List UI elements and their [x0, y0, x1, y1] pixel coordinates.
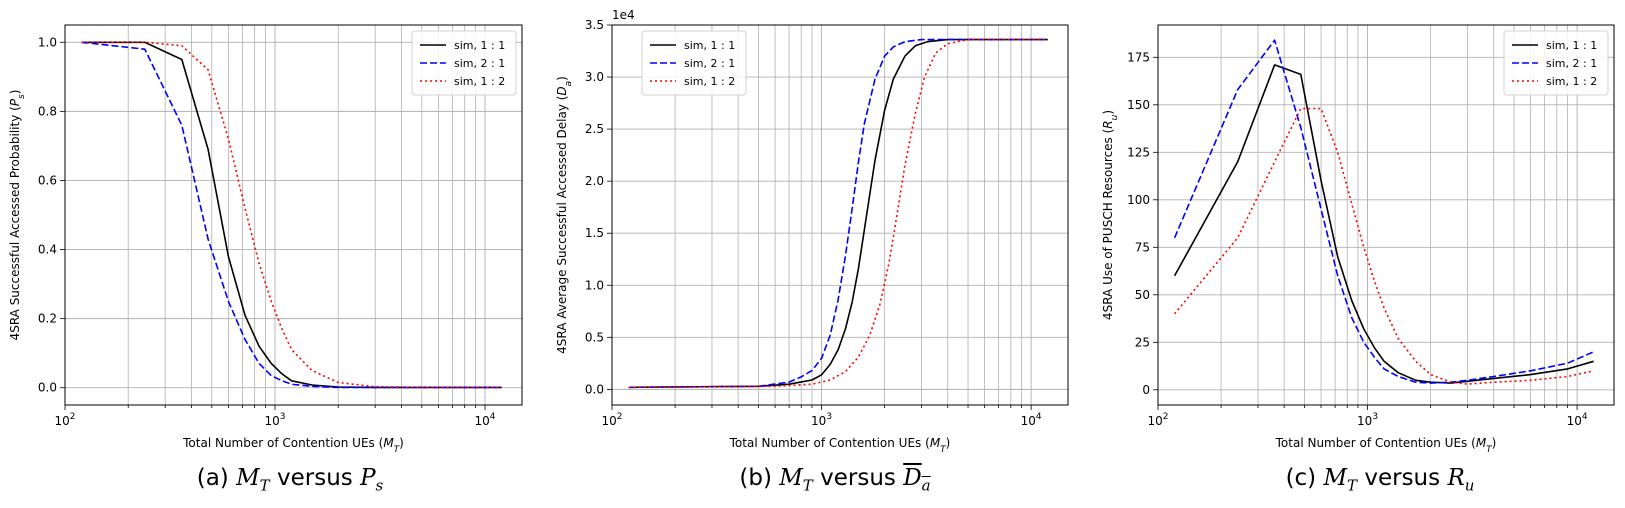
legend-label: sim, 1 : 1: [684, 39, 735, 52]
plot-panel-3: 102 103 104 0 25 50 75 100 125 150 175 Total Number…: [1101, 24, 1615, 455]
y-tick-label: 0.0: [585, 382, 604, 396]
caption-a: (a) MT versus Ps: [196, 465, 384, 495]
x-tick-label: 104: [1567, 412, 1588, 428]
series-line-red: [81, 41, 502, 389]
y-tick-label: 1.0: [38, 35, 57, 49]
caption-c: (c) MT versus Ru: [1285, 465, 1475, 495]
y-tick-label: 125: [1127, 145, 1150, 159]
series-line-blue: [628, 38, 1048, 389]
y-tick-label: 150: [1127, 98, 1150, 112]
x-tick-label: 103: [1357, 412, 1378, 428]
x-tick-label: 103: [811, 412, 832, 428]
y-tick-label: 175: [1127, 50, 1150, 64]
y-tick-label: 25: [1135, 335, 1150, 349]
legend-label: sim, 1 : 1: [454, 39, 505, 52]
y-tick-label: 0.2: [38, 312, 57, 326]
legend-label: sim, 1 : 2: [1546, 75, 1597, 88]
legend-label: sim, 1 : 1: [1546, 39, 1597, 52]
x-tick-label: 103: [265, 412, 286, 428]
y-tick-label: 3.0: [585, 70, 604, 84]
x-tick-label: 102: [601, 412, 622, 428]
y-tick-label: 100: [1127, 193, 1150, 207]
legend-box: [1503, 30, 1609, 96]
plot-panel-1: 102 103 104 0.0 0.2 0.4 0.6 0.8 1.0 Total Number …: [8, 24, 523, 455]
series-line-red: [628, 38, 1048, 389]
caption-b: (b) MT versus Da: [739, 465, 931, 495]
y-tick-label: 0.6: [38, 173, 57, 187]
y-tick-label: 75: [1135, 240, 1150, 254]
y-tick-label: 0.8: [38, 104, 57, 118]
x-tick-label: 102: [54, 412, 75, 428]
legend: sim, 1 : 1 sim, 2 : 1 sim, 1 : 2: [641, 30, 747, 96]
y-tick-label: 0.5: [585, 330, 604, 344]
plot-frame: [1157, 24, 1615, 406]
series-line-black: [1173, 64, 1594, 384]
y-tick-label: 50: [1135, 288, 1150, 302]
y-tick-label: 2.0: [585, 174, 604, 188]
plot-frame: [611, 24, 1069, 406]
legend-box: [411, 30, 517, 96]
y-axis-label: 4SRA Average Successful Accessed Delay (…: [555, 76, 574, 354]
plot-frame: [64, 24, 523, 406]
y-tick-label: 2.5: [585, 122, 604, 136]
legend: sim, 1 : 1 sim, 2 : 1 sim, 1 : 2: [1503, 30, 1609, 96]
series-line-blue: [1173, 39, 1595, 384]
y-axis-label: 4SRA Successful Accessed Probability (Ps…: [8, 90, 27, 341]
legend-label: sim, 1 : 2: [454, 75, 505, 88]
series-line-blue: [81, 41, 502, 389]
y-tick-label: 1.0: [585, 278, 604, 292]
y-tick-label: 0.0: [38, 381, 57, 395]
y-offset-label: 1e4: [612, 8, 635, 22]
y-tick-label: 0.4: [38, 243, 57, 257]
x-axis-label: Total Number of Contention UEs (MT): [729, 436, 951, 455]
x-axis-label: Total Number of Contention UEs (MT): [1275, 436, 1497, 455]
y-tick-label: 0: [1142, 383, 1150, 397]
x-tick-label: 104: [1021, 412, 1042, 428]
legend-label: sim, 2 : 1: [454, 57, 505, 70]
x-tick-label: 104: [475, 412, 496, 428]
legend-label: sim, 2 : 1: [1546, 57, 1597, 70]
y-axis-label: 4SRA Use of PUSCH Resources (Ru): [1101, 110, 1120, 320]
plot-panel-2: 102 103 104 0.0 0.5 1.0 1.5 2.0 2.5 3.0 3.5 1e4 Tota…: [555, 8, 1069, 455]
series-line-black: [628, 38, 1048, 389]
y-tick-label: 1.5: [585, 226, 604, 240]
x-axis-label: Total Number of Contention UEs (MT): [182, 436, 404, 455]
legend-label: sim, 1 : 2: [684, 75, 735, 88]
x-tick-label: 102: [1147, 412, 1168, 428]
legend-label: sim, 2 : 1: [684, 57, 735, 70]
legend: sim, 1 : 1 sim, 2 : 1 sim, 1 : 2: [411, 30, 517, 96]
legend-box: [641, 30, 747, 96]
y-tick-label: 3.5: [585, 18, 604, 32]
